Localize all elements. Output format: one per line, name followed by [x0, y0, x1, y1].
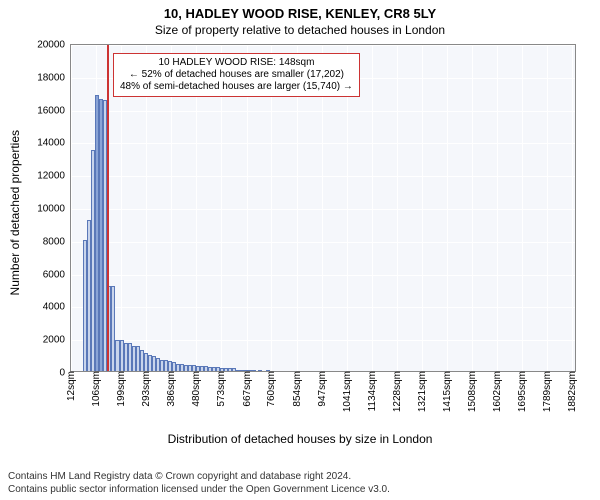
annotation-line: 10 HADLEY WOOD RISE: 148sqm: [120, 57, 353, 69]
x-tick-label: 1508sqm: [467, 371, 478, 416]
footer-line-1: Contains HM Land Registry data © Crown c…: [8, 470, 390, 483]
y-tick-label: 10000: [37, 204, 71, 215]
x-axis-label: Distribution of detached houses by size …: [0, 432, 600, 446]
gridline-v: [422, 45, 423, 371]
y-tick-label: 8000: [43, 236, 71, 247]
x-tick-label: 1041sqm: [342, 371, 353, 416]
x-tick-label: 854sqm: [292, 371, 303, 411]
chart-container: 10, HADLEY WOOD RISE, KENLEY, CR8 5LY Si…: [0, 0, 600, 500]
x-tick-label: 293sqm: [141, 371, 152, 411]
annotation-line: 48% of semi-detached houses are larger (…: [120, 81, 353, 93]
highlight-line: [107, 45, 109, 371]
x-tick-label: 573sqm: [216, 371, 227, 411]
gridline-v: [497, 45, 498, 371]
y-tick-label: 18000: [37, 72, 71, 83]
y-tick-label: 12000: [37, 171, 71, 182]
y-axis-label: Number of detached properties: [8, 130, 22, 295]
histogram-bar: [258, 370, 262, 371]
plot-area: 0200040006000800010000120001400016000180…: [70, 44, 576, 372]
gridline-v: [397, 45, 398, 371]
gridline-v: [372, 45, 373, 371]
x-tick-label: 1882sqm: [567, 371, 578, 416]
y-tick-label: 20000: [37, 40, 71, 51]
y-tick-label: 4000: [43, 302, 71, 313]
chart-title: 10, HADLEY WOOD RISE, KENLEY, CR8 5LY: [0, 0, 600, 21]
y-tick-label: 6000: [43, 269, 71, 280]
x-tick-label: 386sqm: [166, 371, 177, 411]
y-tick-label: 2000: [43, 335, 71, 346]
x-tick-label: 480sqm: [191, 371, 202, 411]
histogram-bar: [266, 370, 270, 371]
gridline-v: [572, 45, 573, 371]
x-tick-label: 760sqm: [266, 371, 277, 411]
x-tick-label: 1789sqm: [542, 371, 553, 416]
chart-subtitle: Size of property relative to detached ho…: [0, 21, 600, 41]
x-tick-label: 106sqm: [91, 371, 102, 411]
histogram-bar: [252, 370, 256, 371]
x-tick-label: 1695sqm: [517, 371, 528, 416]
chart-footer: Contains HM Land Registry data © Crown c…: [0, 470, 390, 496]
gridline-v: [522, 45, 523, 371]
x-tick-label: 12sqm: [66, 371, 77, 405]
gridline-v: [547, 45, 548, 371]
y-tick-label: 14000: [37, 138, 71, 149]
x-tick-label: 1602sqm: [492, 371, 503, 416]
x-tick-label: 1228sqm: [392, 371, 403, 416]
x-tick-label: 1134sqm: [367, 371, 378, 415]
footer-line-2: Contains public sector information licen…: [8, 483, 390, 496]
x-tick-label: 1321sqm: [417, 371, 428, 416]
x-tick-label: 199sqm: [116, 371, 127, 411]
annotation-box: 10 HADLEY WOOD RISE: 148sqm← 52% of deta…: [113, 53, 360, 97]
gridline-v: [71, 45, 72, 371]
y-tick-label: 16000: [37, 105, 71, 116]
gridline-v: [447, 45, 448, 371]
x-tick-label: 1415sqm: [442, 371, 453, 416]
gridline-v: [472, 45, 473, 371]
x-tick-label: 667sqm: [242, 371, 253, 411]
x-tick-label: 947sqm: [317, 371, 328, 411]
annotation-line: ← 52% of detached houses are smaller (17…: [120, 69, 353, 81]
